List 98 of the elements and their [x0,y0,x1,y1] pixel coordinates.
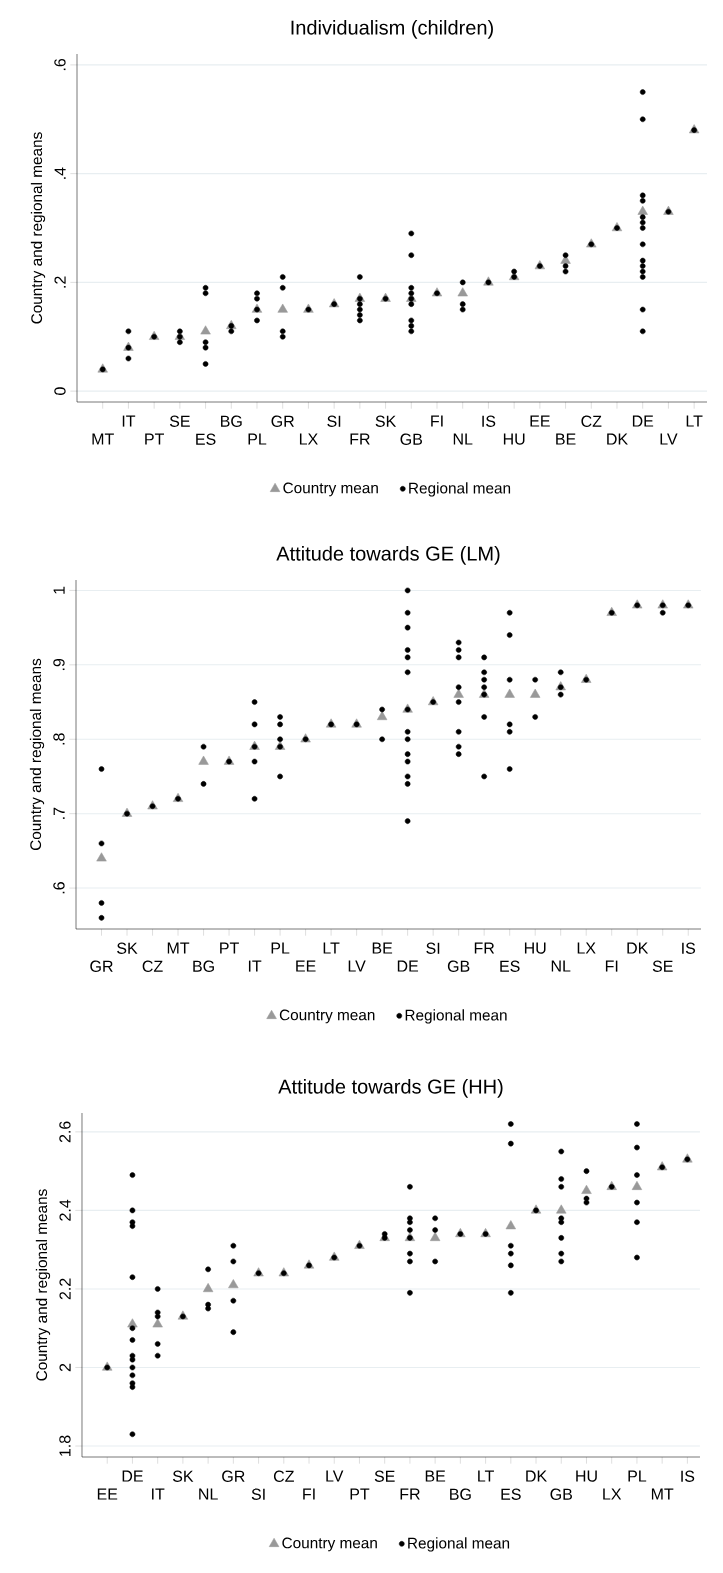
x-tick-label: NL [551,960,571,972]
y-axis-title: Country and regional means [29,658,45,851]
x-tick-label: IT [248,960,262,972]
x-tick-label: DE [632,415,654,427]
y-tick-label: .2 [54,276,66,288]
x-tick-label: CZ [581,415,602,427]
y-tick-label: .8 [53,733,65,745]
y-tick-label: 1 [53,586,65,594]
x-tick-label: BG [450,1488,471,1500]
chart-title: Attitude towards GE (LM) [276,546,500,565]
legend-label: Regional mean [409,482,511,497]
x-tick-label: EE [530,415,550,427]
x-tick-label: IS [682,942,696,954]
x-tick-label: FI [431,415,443,427]
x-tick-label: FR [350,433,370,445]
x-tick-label: SI [327,415,341,427]
x-tick-label: PT [145,433,164,445]
y-tick-label: 2 [59,1363,71,1372]
x-tick-label: NL [453,433,473,445]
x-tick-label: LT [686,415,703,427]
x-tick-label: CZ [142,960,163,972]
x-tick-label: LT [478,1470,494,1482]
legend-label: Country mean [282,1537,377,1552]
x-tick-label: MT [651,1488,674,1500]
y-tick-label: 1.8 [59,1435,71,1456]
x-tick-label: BE [425,1470,446,1482]
x-tick-label: NL [199,1488,218,1500]
x-tick-label: LX [577,942,596,954]
x-tick-label: SI [251,1488,265,1500]
y-tick-label: 2.4 [59,1199,71,1221]
x-tick-label: SI [426,942,440,954]
legend-label: Regional mean [405,1009,507,1024]
x-tick-label: GR [222,1470,245,1482]
x-tick-label: BG [221,415,242,427]
x-tick-label: EE [296,960,316,972]
x-tick-label: FR [474,942,495,954]
x-tick-label: FI [605,960,618,972]
y-tick-label: .6 [53,882,65,894]
x-tick-label: SE [169,415,190,427]
x-tick-label: MT [92,433,114,445]
x-tick-label: ES [196,433,216,445]
x-tick-label: PL [628,1470,647,1482]
x-tick-label: ES [500,960,520,972]
x-tick-label: HU [503,433,525,445]
x-tick-label: DE [122,1470,143,1482]
x-tick-label: PT [220,942,239,954]
x-tick-label: LT [323,942,340,954]
y-tick-label: .4 [54,167,66,179]
x-tick-label: LX [299,433,318,445]
x-tick-label: PT [350,1488,370,1500]
x-tick-label: IT [122,415,136,427]
legend-label: Country mean [283,482,378,497]
x-tick-label: EE [97,1488,118,1500]
x-tick-label: BE [372,942,393,954]
legend-label: Regional mean [408,1537,510,1552]
x-tick-label: GB [400,433,422,445]
x-tick-label: MT [167,942,190,954]
y-tick-label: 2.2 [59,1278,71,1300]
x-tick-label: LX [603,1488,622,1500]
x-tick-label: DK [607,433,628,445]
x-tick-label: IS [482,415,496,427]
x-tick-label: IS [681,1470,695,1482]
x-tick-label: SE [652,960,673,972]
y-tick-label: 2.6 [59,1121,71,1143]
x-tick-label: HU [576,1470,597,1482]
x-tick-label: LV [660,433,678,445]
x-tick-label: SK [172,1470,194,1482]
y-tick-label: .7 [53,807,65,819]
x-tick-label: HU [524,942,546,954]
x-tick-label: ES [501,1488,521,1500]
x-tick-label: DK [627,942,649,954]
chart-title: Attitude towards GE (HH) [278,1079,503,1098]
x-tick-label: SK [375,415,397,427]
y-axis-title: Country and regional means [35,1189,51,1381]
x-tick-label: BG [193,960,214,972]
chart-title: Individualism (children) [291,20,493,39]
x-tick-label: LV [326,1470,344,1482]
x-tick-label: FI [303,1488,315,1500]
y-tick-label: 0 [54,387,66,395]
x-tick-label: GR [271,415,294,427]
x-tick-label: DE [397,960,419,972]
x-tick-label: SK [117,942,138,954]
x-tick-label: GR [90,960,113,972]
x-tick-label: PL [248,433,267,445]
x-tick-label: SE [374,1470,395,1482]
x-tick-label: GB [550,1488,572,1500]
x-tick-label: BE [556,433,576,445]
x-tick-label: GB [447,960,470,972]
x-tick-label: LV [348,960,366,972]
x-tick-label: CZ [273,1470,294,1482]
x-tick-label: IT [152,1488,165,1500]
x-tick-label: DK [526,1470,547,1482]
y-axis-title: Country and regional means [30,132,46,324]
x-tick-label: FR [400,1488,420,1500]
legend-label: Country mean [279,1009,375,1024]
y-tick-label: .9 [53,658,65,671]
x-tick-label: PL [271,942,290,954]
y-tick-label: .6 [54,58,66,71]
